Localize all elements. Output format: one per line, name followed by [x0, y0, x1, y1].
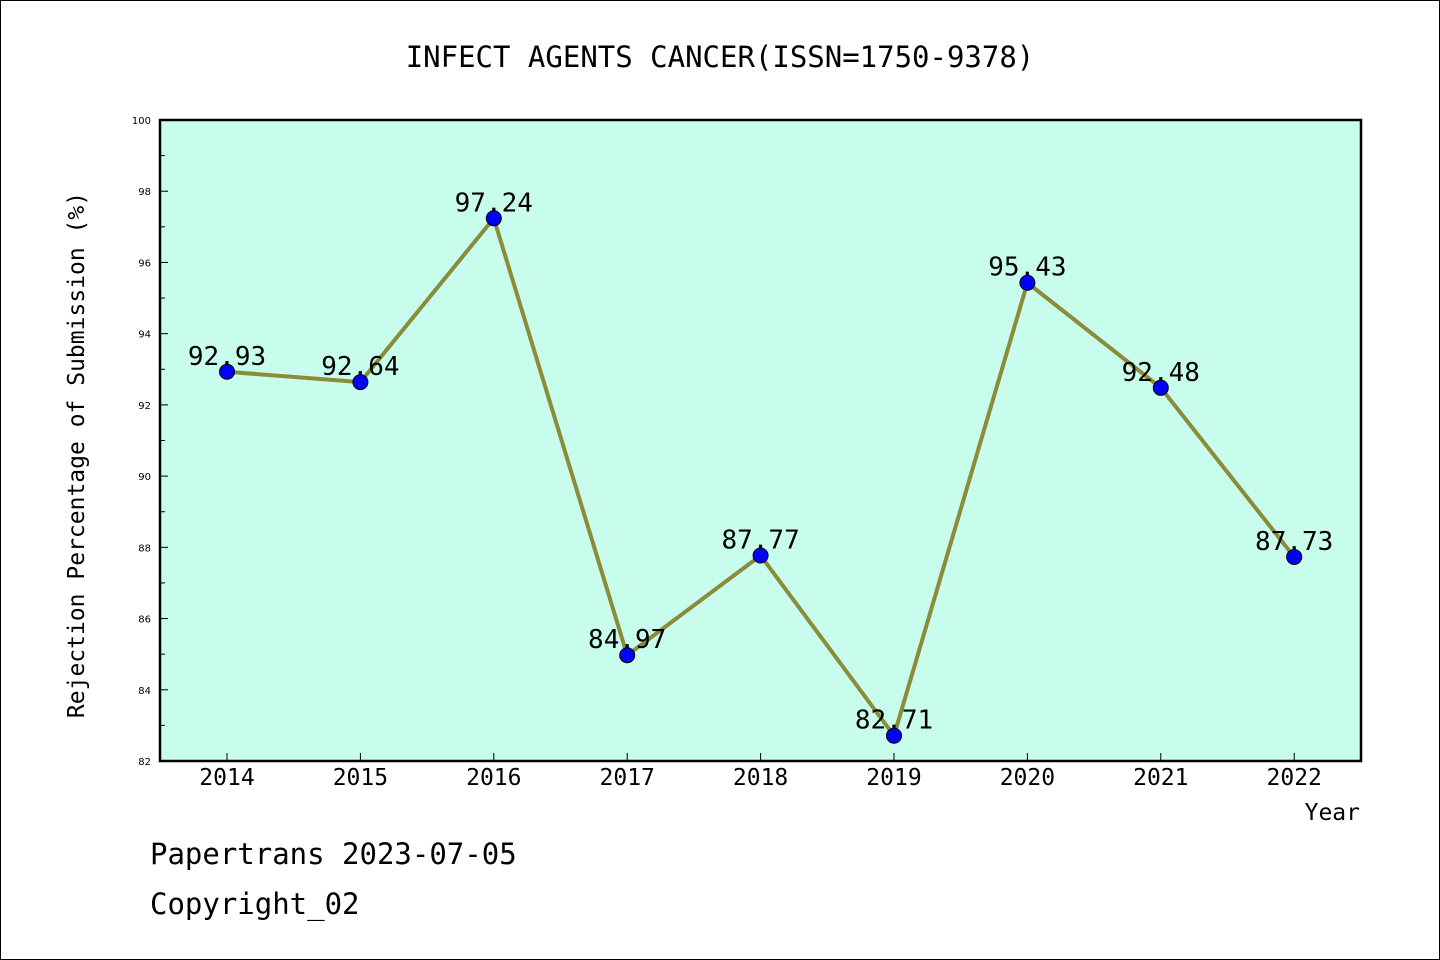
footer-source: Papertrans 2023-07-05	[150, 837, 517, 871]
x-tick-label: 2015	[333, 765, 388, 791]
x-tick-label: 2018	[733, 765, 788, 791]
data-point	[1152, 379, 1169, 396]
plot-area	[160, 120, 1361, 761]
data-point	[485, 210, 502, 227]
data-label: 84.97	[588, 625, 666, 655]
y-tick-label: 82	[138, 757, 151, 768]
data-label: 87.73	[1255, 527, 1333, 557]
data-labels: 92.93 92.64 97.24 84.97 87.77 82.71 95.43 92.48…	[188, 188, 1333, 735]
data-point	[886, 727, 902, 744]
x-tick-label: 2020	[1000, 765, 1055, 791]
data-label: 92.48	[1122, 358, 1200, 388]
y-tick-label: 88	[138, 543, 151, 554]
data-point	[1286, 548, 1303, 565]
x-axis-label: Year	[1305, 800, 1360, 826]
footer-copyright: Copyright_02	[150, 887, 360, 922]
x-tick-label: 2017	[600, 765, 655, 791]
y-tick-label: 92	[138, 401, 151, 412]
x-tick-label: 2014	[199, 765, 254, 791]
x-tick-label: 2021	[1133, 765, 1188, 791]
y-tick-label: 84	[138, 686, 151, 697]
data-label: 92.64	[321, 352, 399, 382]
y-tick-label: 98	[138, 187, 151, 198]
series-markers	[219, 210, 1303, 744]
data-label: 92.93	[188, 342, 266, 372]
y-axis-label: Rejection Percentage of Submission (%)	[64, 192, 90, 718]
data-label: 95.43	[988, 253, 1066, 283]
data-point	[619, 647, 636, 664]
chart-title: INFECT AGENTS CANCER(ISSN=1750-9378)	[406, 40, 1035, 74]
data-label: 87.77	[721, 526, 799, 556]
y-tick-label: 86	[138, 615, 151, 626]
data-label: 97.24	[455, 188, 533, 218]
plot-border	[158, 118, 1363, 763]
x-tick-label: 2016	[466, 765, 521, 791]
x-tick-label: 2019	[866, 765, 921, 791]
data-point	[219, 363, 235, 380]
y-tick-label: 94	[138, 330, 151, 341]
y-tick-label: 100	[132, 116, 151, 127]
data-point	[752, 547, 769, 564]
data-point	[1019, 274, 1036, 291]
y-tick-label: 90	[138, 472, 151, 483]
x-tick-label: 2022	[1267, 765, 1322, 791]
x-axis: 2014 2015 2016 2017 2018 2019 2020 2021 2022	[199, 753, 1322, 791]
y-tick-label: 96	[138, 258, 151, 269]
data-point	[352, 374, 369, 391]
data-label: 82.71	[855, 706, 933, 736]
